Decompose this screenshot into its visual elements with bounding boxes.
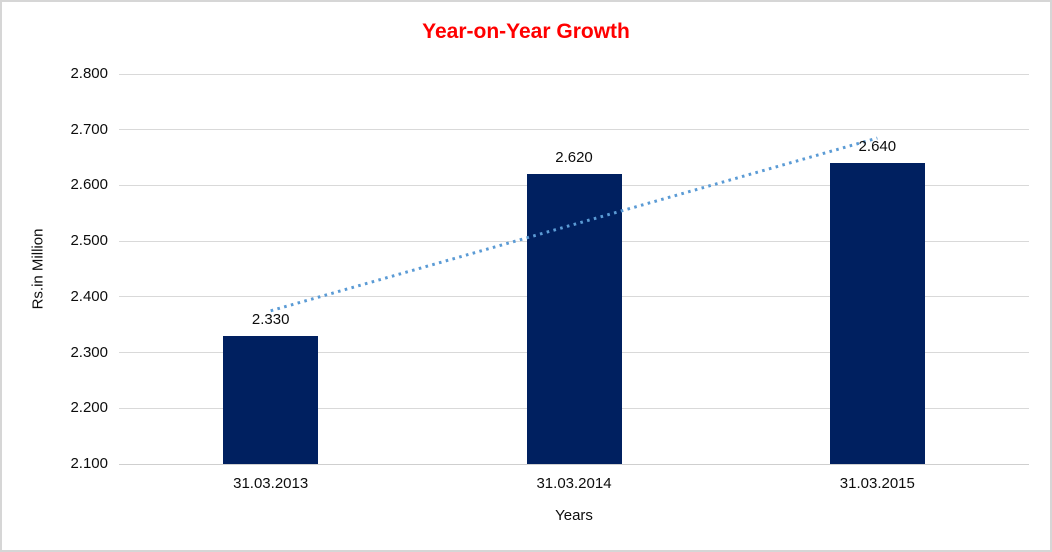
y-tick-label: 2.400 xyxy=(70,287,108,305)
y-tick-label: 2.300 xyxy=(70,343,108,361)
bar-value-label: 2.620 xyxy=(555,149,593,167)
bar-value-label: 2.330 xyxy=(251,310,290,328)
y-tick-label: 2.200 xyxy=(70,399,108,417)
y-tick-label: 2.500 xyxy=(70,232,108,250)
chart-title: Year-on-Year Growth xyxy=(422,20,630,43)
bar-31.03.2013 xyxy=(223,335,319,464)
gridline xyxy=(119,129,1029,131)
y-tick-label: 2.700 xyxy=(70,120,108,138)
x-tick-label: 31.03.2015 xyxy=(839,475,915,492)
x-axis-title: Years xyxy=(555,507,593,524)
gridline xyxy=(119,463,1029,465)
y-tick-label: 2.100 xyxy=(70,455,108,472)
y-tick-label: 2.800 xyxy=(70,65,108,82)
y-tick-label: 2.600 xyxy=(70,176,108,194)
x-tick-label: 31.03.2013 xyxy=(233,475,309,492)
bar-value-label: 2.640 xyxy=(858,138,897,156)
x-tick-label: 31.03.2014 xyxy=(536,475,612,492)
bar-31.03.2014 xyxy=(526,174,622,464)
plot-area: 2.330 2.620 2.640 xyxy=(119,73,1029,465)
bar-31.03.2015 xyxy=(829,163,925,464)
gridline xyxy=(119,73,1029,75)
